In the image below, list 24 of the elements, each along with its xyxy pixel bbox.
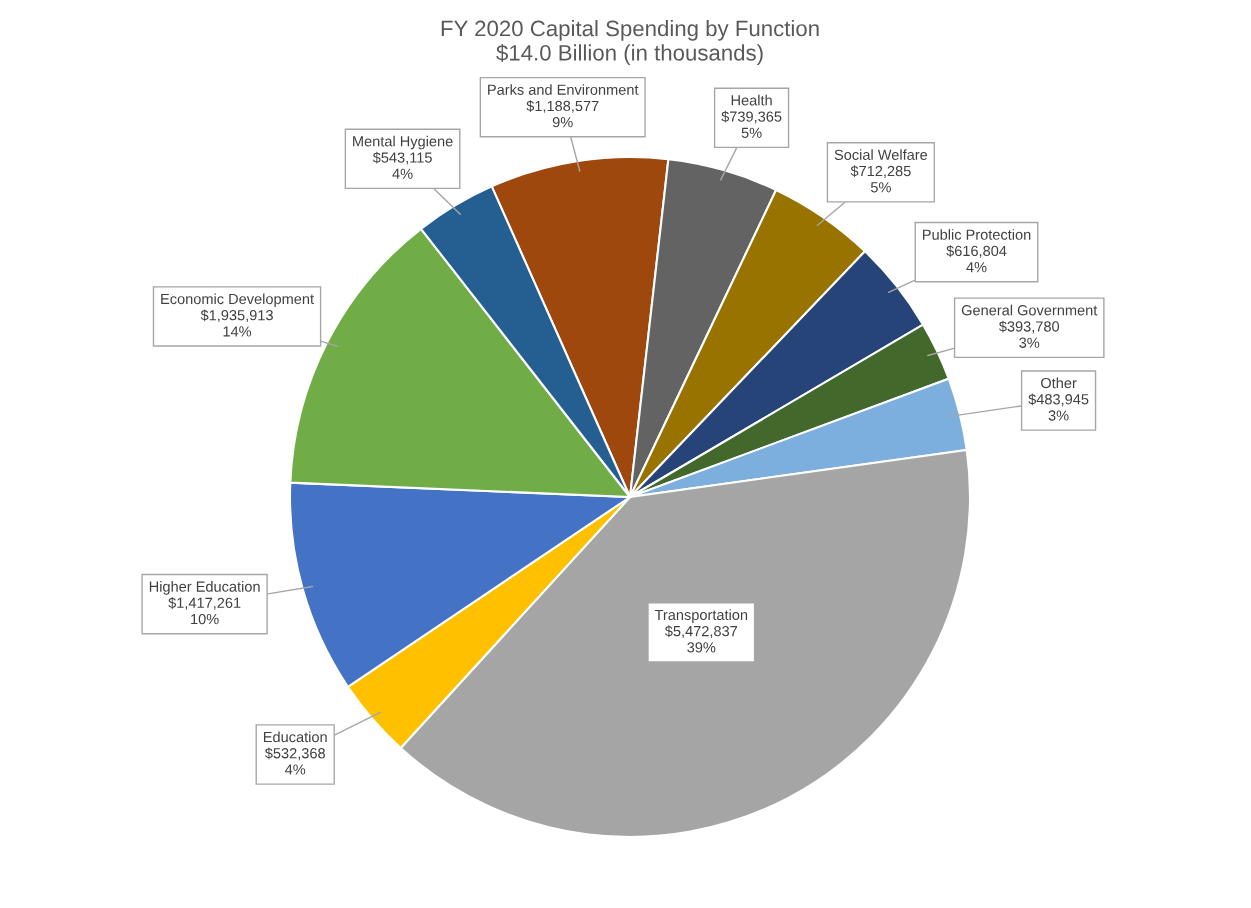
slice-label: Parks and Environment bbox=[488, 84, 639, 95]
data-label: $532,368 4% bbox=[264, 747, 325, 775]
slice-label: Mental Hygiene bbox=[353, 135, 453, 150]
chart-title: FY 2020 Capital Spending by Function bbox=[441, 20, 819, 41]
slice-label: Other bbox=[1041, 377, 1077, 389]
data-label: $616,804 4% bbox=[946, 245, 1007, 273]
data-label: $543,115 4% bbox=[372, 151, 432, 179]
data-label: $1,417,261 10% bbox=[168, 597, 241, 625]
slice-label: Economic Development bbox=[161, 293, 314, 308]
slice-label: Education bbox=[263, 731, 327, 743]
slice-label: Transportation bbox=[654, 609, 748, 623]
slice-label: Higher Education bbox=[149, 581, 260, 595]
data-label: $1,188,577 9% bbox=[526, 100, 599, 128]
data-label: $712,285 5% bbox=[850, 165, 911, 193]
slice-label: General Government bbox=[961, 304, 1098, 316]
data-label: $483,945 3% bbox=[1028, 393, 1089, 421]
data-label: $393,780 3% bbox=[998, 320, 1060, 348]
chart-subtitle: $14.0 Billion (in thousands) bbox=[496, 43, 763, 66]
data-label: $739,365 5% bbox=[721, 110, 782, 138]
slice-label: Public Protection bbox=[923, 229, 1031, 240]
slice-label: Social Welfare bbox=[834, 149, 928, 160]
data-label: $1,935,913 14% bbox=[200, 309, 273, 337]
slice-label: Health bbox=[731, 94, 772, 106]
data-label: $5,472,837 39% bbox=[664, 625, 738, 653]
